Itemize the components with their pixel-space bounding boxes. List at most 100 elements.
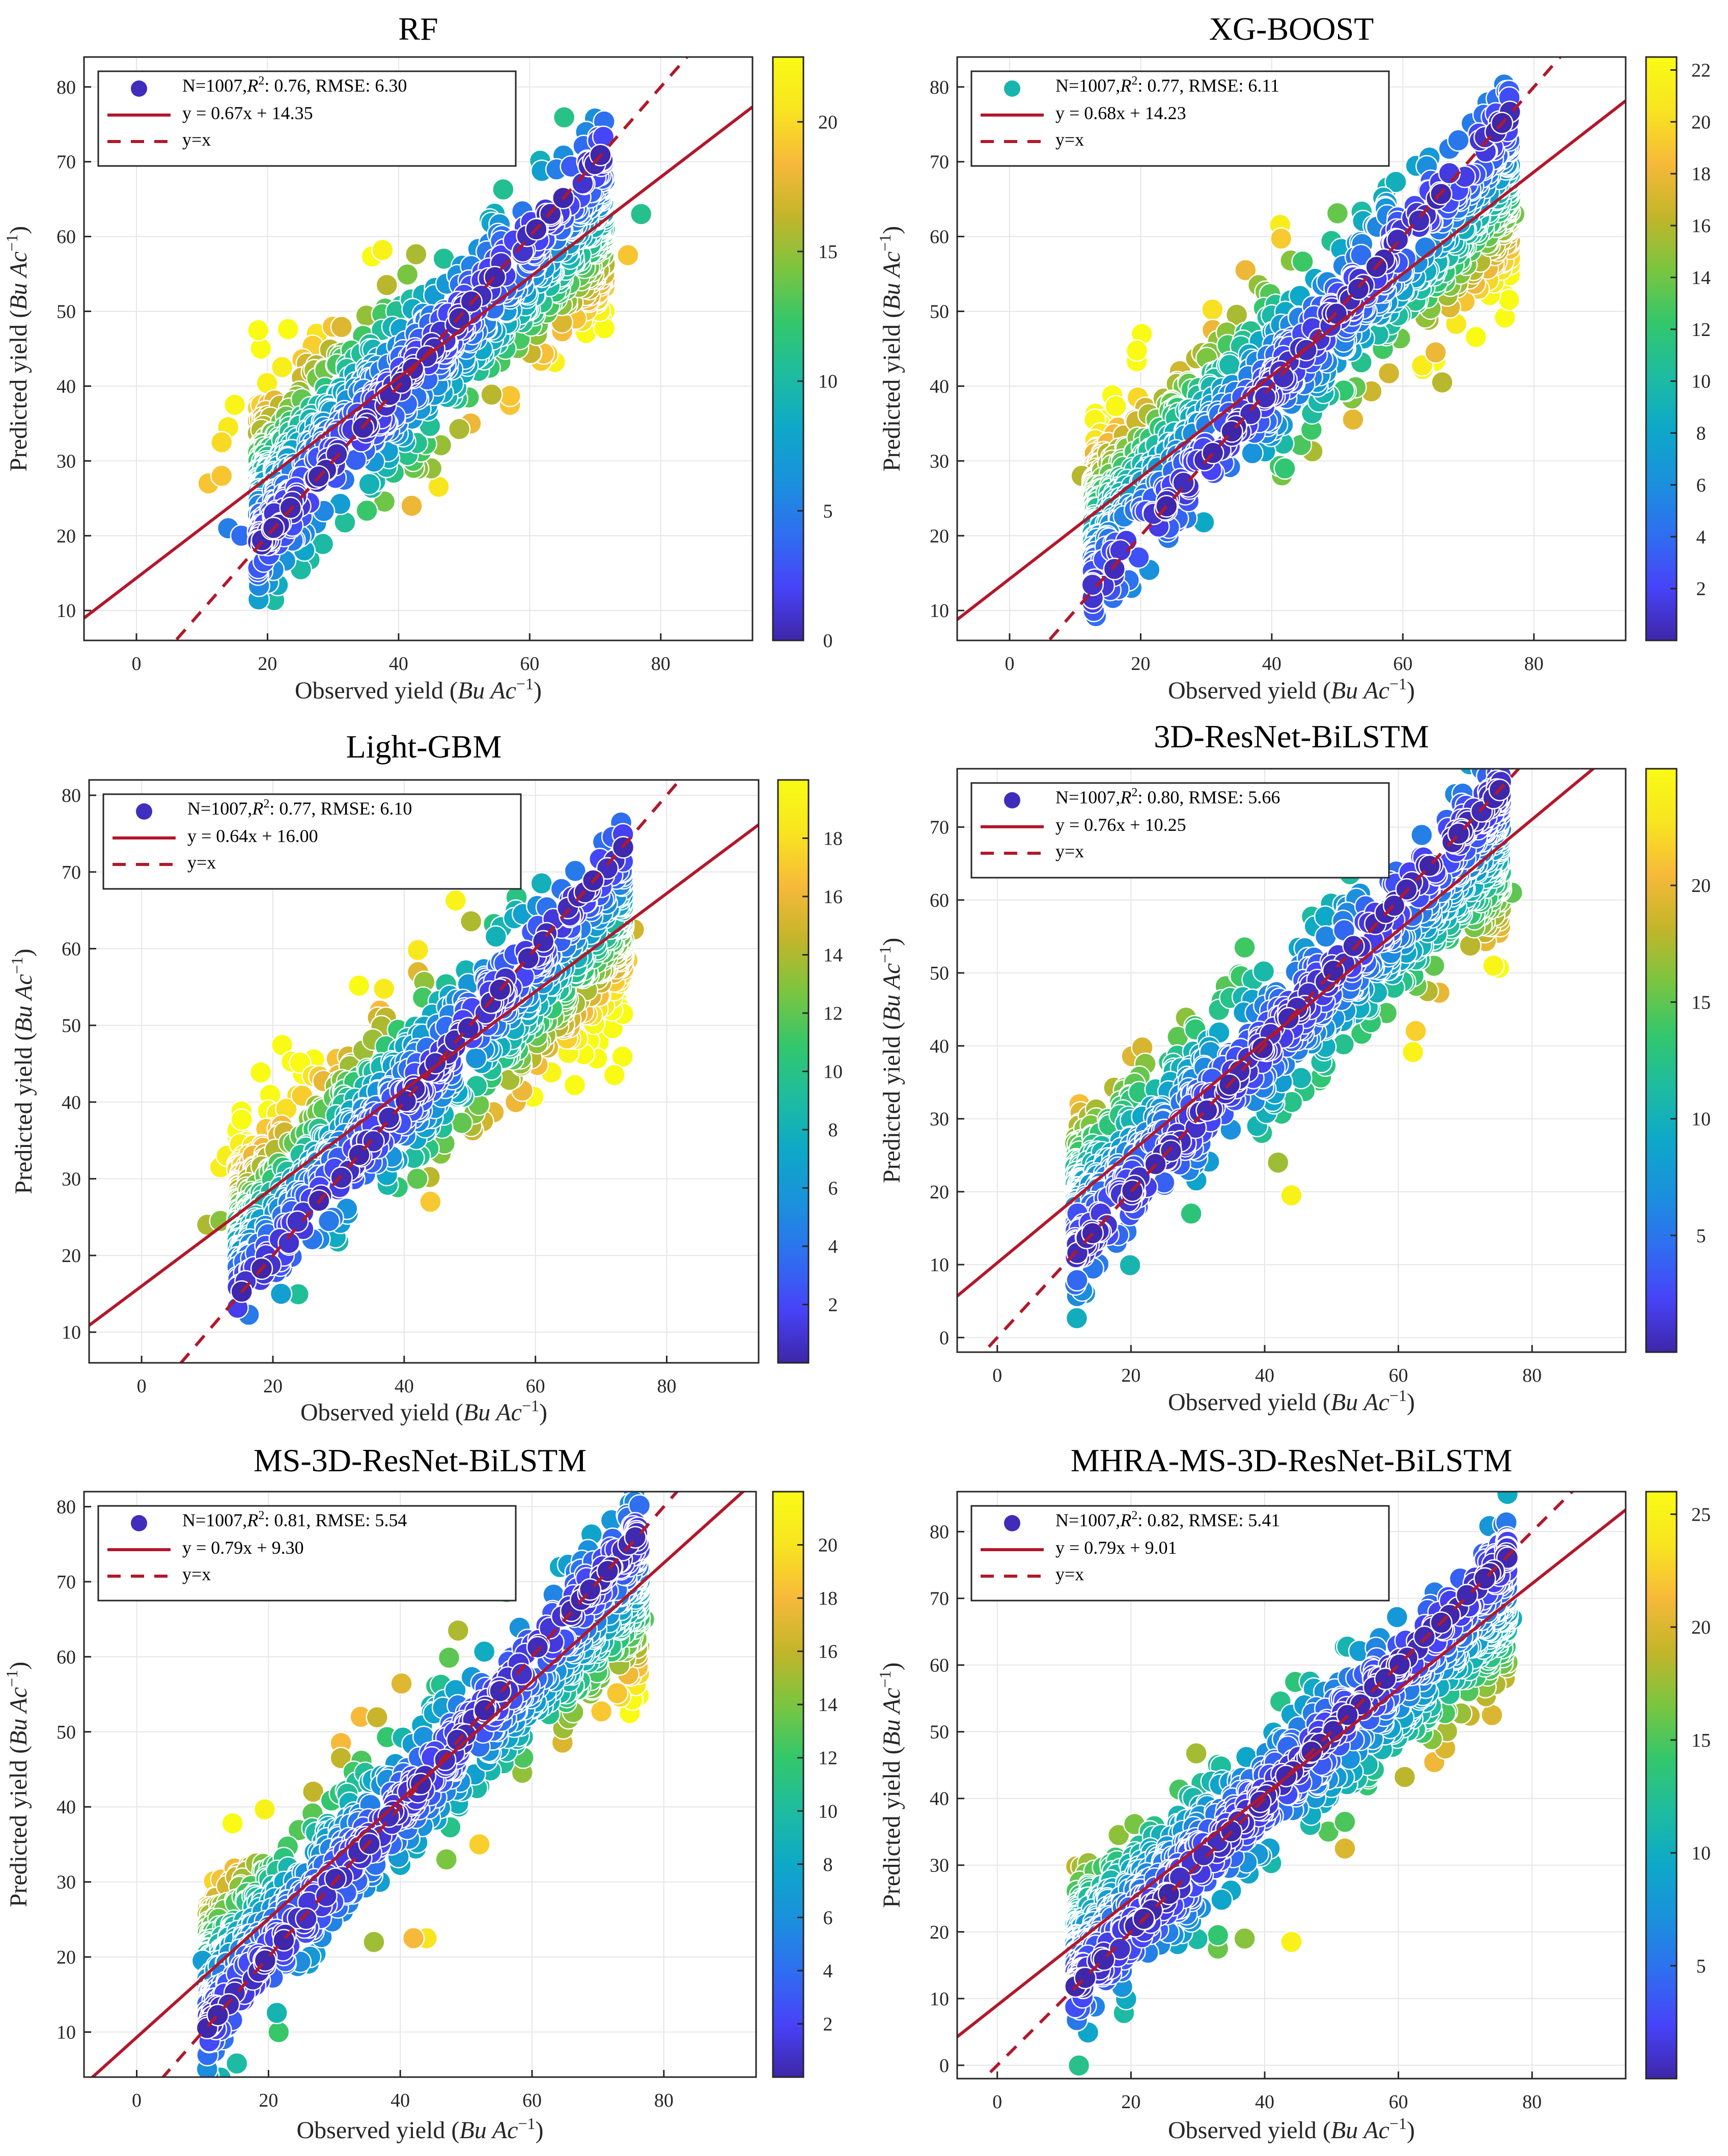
legend-r2-rmse: : 0.77, RMSE: 6.11: [1137, 75, 1279, 96]
legend-n: N=1007,: [182, 75, 247, 96]
legend-marker: [1004, 80, 1020, 97]
x-axis-label-text: Observed yield: [295, 677, 450, 704]
scatter-point: [1066, 1269, 1089, 1292]
y-tick-label: 20: [57, 525, 76, 547]
chart-panel-4: 0 20 40 60 800102030405060703D-ResNet-BiLSTM…: [876, 718, 1711, 1416]
scatter-point: [1482, 954, 1505, 977]
scatter-point: [1159, 1139, 1183, 1162]
legend-box: [970, 782, 1390, 879]
scatter-point: [603, 1063, 626, 1086]
scatter-point: [406, 938, 430, 962]
colorbar-tick-label: 10: [1691, 1109, 1711, 1130]
scatter-point: [210, 464, 233, 488]
paren: ): [1407, 1389, 1415, 1416]
scatter-point: [1239, 403, 1262, 426]
colorbar-tick-label: 16: [1691, 215, 1711, 237]
paren: ): [878, 938, 905, 946]
legend-n: N=1007,: [187, 798, 252, 819]
x-tick-label: 80: [1522, 1365, 1542, 1386]
scatter-point: [371, 238, 394, 262]
scatter-point: [286, 1210, 309, 1234]
y-axis-unit-exponent: −1: [876, 234, 894, 251]
x-tick-label: 80: [651, 653, 671, 675]
colorbar-tick-label: 15: [818, 241, 838, 263]
y-tick-label: 60: [62, 938, 81, 960]
y-tick-label: 80: [57, 77, 76, 98]
scatter-point: [480, 383, 503, 406]
y-tick-label: 50: [930, 301, 949, 323]
y-tick-label: 40: [930, 1035, 949, 1057]
y-axis-unit: Bu Ac: [878, 251, 905, 310]
legend: N=1007,R2: 0.77, RMSE: 6.11y = 0.68x + 1…: [970, 70, 1390, 167]
legend-ref-label: y=x: [1055, 129, 1084, 150]
scatter-point: [230, 1108, 253, 1131]
x-axis-label-text: Observed yield: [300, 1399, 455, 1426]
scatter-point: [267, 2021, 290, 2043]
identity-line: [982, 769, 1521, 1352]
y-axis-label: Predicted yield (Bu Ac−1): [876, 226, 905, 471]
legend: N=1007,R2: 0.76, RMSE: 6.30y = 0.67x + 1…: [97, 70, 517, 167]
scatter-point: [325, 443, 348, 466]
legend-marker: [131, 80, 147, 97]
fit-line: [957, 769, 1596, 1298]
scatter-point: [375, 273, 399, 297]
legend-fit-label: y = 0.67x + 14.35: [182, 103, 313, 123]
colorbar-tick-label: 14: [823, 945, 843, 966]
y-axis-label: Predicted yield (Bu Ac−1): [8, 948, 37, 1194]
y-tick-label: 70: [930, 152, 949, 173]
scatter-point: [330, 316, 353, 339]
scatter-point: [606, 1682, 629, 1705]
axes-box: [88, 779, 760, 1364]
legend-box: [97, 70, 517, 167]
x-tick-label: 0: [137, 1376, 147, 1397]
colorbar-tick-label: 4: [1696, 526, 1706, 548]
x-tick-label: 40: [389, 653, 408, 675]
scatter-point: [269, 1282, 293, 1305]
y-tick-label: 30: [62, 1168, 81, 1190]
y-tick-label: 80: [930, 77, 949, 98]
x-axis-unit-exponent: −1: [1389, 675, 1407, 693]
x-axis-unit: Bu Ac: [463, 1399, 522, 1426]
scatter-point: [1447, 129, 1470, 152]
scatter-point: [630, 1492, 643, 1494]
y-tick-label: 50: [930, 963, 949, 984]
scatter-point: [317, 1210, 341, 1233]
y-tick-label: 10: [62, 1322, 81, 1343]
x-tick-label: 0: [1005, 653, 1014, 675]
colorbar-tick-label: 8: [828, 1119, 838, 1141]
scatter-point: [1266, 1151, 1290, 1174]
paren: (: [5, 310, 32, 318]
scatter-point: [405, 243, 428, 266]
colorbar-tick-label: 6: [1696, 474, 1706, 496]
scatter-point: [406, 1167, 429, 1190]
legend-r2-symbol: R: [1120, 75, 1131, 96]
legend-r2-exp: 2: [258, 74, 264, 88]
colorbar-tick-label: 0: [823, 630, 833, 652]
paren: (: [878, 1022, 905, 1030]
legend-ref-label: y=x: [1055, 841, 1084, 861]
scatter-point: [563, 1074, 587, 1097]
scatter-point: [468, 1833, 491, 1856]
scatter-point: [400, 494, 423, 517]
scatter-point: [1497, 288, 1521, 312]
paren: (: [455, 1399, 463, 1426]
colorbar-scale: [1645, 56, 1678, 641]
legend-n: N=1007,: [1055, 787, 1120, 807]
scatter-point: [444, 889, 467, 912]
legend-n: N=1007,: [1055, 75, 1120, 96]
legend-r2-symbol: R: [252, 798, 263, 819]
legend-r2-rmse: : 0.77, RMSE: 6.10: [269, 798, 412, 819]
chart-title: Light-GBM: [346, 729, 502, 765]
y-tick-label: 10: [930, 600, 949, 622]
legend-r2-exp: 2: [1131, 786, 1137, 799]
x-axis-label: Observed yield (Bu Ac−1): [1168, 1386, 1415, 1416]
y-axis-unit-exponent: −1: [8, 957, 26, 974]
y-tick-label: 50: [62, 1015, 81, 1037]
colorbar-tick-label: 12: [1691, 319, 1711, 341]
scatter-point: [1180, 1202, 1203, 1225]
legend-stats: N=1007,R2: 0.77, RMSE: 6.11: [1055, 74, 1279, 96]
scatter-point: [373, 977, 396, 1000]
